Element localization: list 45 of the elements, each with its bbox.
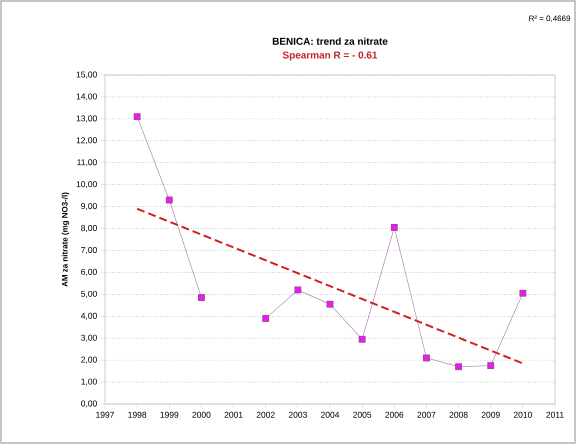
point bbox=[294, 286, 302, 294]
x-tick-label: 1997 bbox=[96, 412, 114, 418]
chart-title: BENICA: trend za nitrate bbox=[272, 38, 388, 45]
y-tick-label: 2,00 bbox=[81, 356, 97, 364]
point bbox=[519, 290, 526, 297]
point bbox=[166, 196, 173, 204]
y-tick-label: 12,00 bbox=[76, 137, 97, 144]
point bbox=[326, 300, 334, 308]
point bbox=[134, 113, 141, 120]
x-tick-label: 2003 bbox=[288, 412, 307, 418]
y-tick-label: 13,00 bbox=[76, 115, 97, 122]
x-tick-label: 2006 bbox=[385, 412, 404, 418]
x-tick-label: 2009 bbox=[482, 412, 500, 418]
point bbox=[358, 336, 366, 343]
x-tick-label: 2008 bbox=[450, 412, 468, 418]
y-tick-label: 8,00 bbox=[81, 225, 97, 232]
point bbox=[262, 315, 270, 322]
y-tick-label: 9,00 bbox=[81, 203, 97, 210]
point bbox=[198, 294, 205, 302]
y-tick-label: 7,00 bbox=[81, 246, 97, 254]
y-tick-label: 10,00 bbox=[76, 181, 97, 188]
x-tick-label: 2000 bbox=[192, 412, 211, 418]
y-tick-label: 14,00 bbox=[76, 93, 97, 100]
x-tick-label: 1998 bbox=[128, 412, 146, 418]
y-tick-label: 11,00 bbox=[77, 159, 97, 166]
chart-subtitle: Spearman R = - 0.61 bbox=[282, 52, 378, 61]
y-tick-label: 15,00 bbox=[76, 72, 97, 78]
y-tick-label: 5,00 bbox=[81, 290, 97, 298]
x-tick-label: 2010 bbox=[514, 412, 532, 418]
y-tick-label: 6,00 bbox=[81, 268, 97, 276]
point bbox=[390, 224, 398, 231]
x-tick-label: 2011 bbox=[546, 412, 564, 418]
point bbox=[423, 354, 430, 362]
point bbox=[455, 363, 462, 370]
x-tick-label: 2001 bbox=[224, 412, 243, 418]
x-tick-label: 2002 bbox=[256, 412, 275, 418]
y-tick-label: 1,00 bbox=[81, 378, 97, 386]
y-tick-label: 3,00 bbox=[81, 334, 97, 342]
x-tick-label: 2007 bbox=[417, 412, 436, 418]
x-tick-label: 1999 bbox=[160, 412, 178, 418]
point bbox=[487, 362, 494, 370]
y-tick-label: 0,00 bbox=[81, 400, 97, 408]
x-tick-label: 2005 bbox=[353, 412, 372, 418]
x-tick-label: 2004 bbox=[321, 412, 340, 418]
y-tick-label: 4,00 bbox=[80, 312, 97, 320]
